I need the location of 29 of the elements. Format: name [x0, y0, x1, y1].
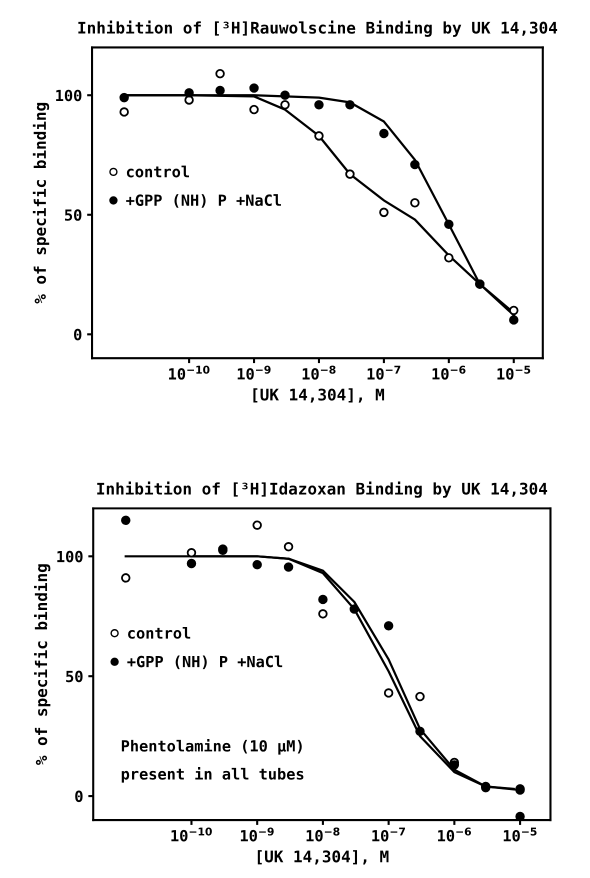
- x-tick-label: 10$^{−6}$: [432, 366, 466, 380]
- x-tick-label: 10$^{−7}$: [372, 828, 406, 842]
- legend-label: +GPP (NH) P +NaCl: [126, 194, 281, 208]
- x-tick-label: 10$^{−7}$: [368, 366, 400, 380]
- x-tick-label: 10$^{−6}$: [438, 827, 472, 842]
- y-tick-label: 0: [74, 328, 82, 340]
- y-tick-label: 100: [56, 90, 82, 102]
- chart-title: Inhibition of [³H]Idazoxan Binding by UK 14,304: [97, 481, 548, 498]
- x-axis-title: [UK 14,304], M: [258, 850, 388, 864]
- x-tick-label: 10$^{−8}$: [306, 827, 340, 842]
- y-tick-label: 50: [66, 670, 83, 682]
- y-axis-title: % of specific binding: [32, 102, 50, 304]
- x-tick-label: 10$^{−9}$: [238, 366, 271, 380]
- x-tick-label: 10$^{−8}$: [302, 366, 336, 380]
- y-tick-label: 50: [64, 209, 82, 221]
- legend-label: +GPP (NH) P +NaCl: [127, 655, 282, 670]
- x-tick-label: 10$^{−9}$: [240, 827, 274, 842]
- y-tick-label: 100: [57, 550, 83, 562]
- x-tick-label: 10$^{−5}$: [504, 828, 537, 842]
- y-tick-label: 0: [75, 790, 83, 802]
- y-axis-title: % of specific binding: [34, 564, 50, 765]
- x-tick-label: 10$^{−5}$: [497, 366, 530, 380]
- legend-label: control: [126, 166, 189, 178]
- x-axis-title: [UK 14,304], M: [253, 388, 384, 403]
- annotation: Phentolamine (10 µM) present in all tubes: [122, 739, 304, 783]
- legend-label: control: [128, 626, 190, 639]
- x-tick-label: 10$^{−10}$: [169, 366, 210, 380]
- x-tick-label: 10$^{−10}$: [171, 827, 212, 842]
- chart-title: Inhibition of [³H]Rauwolscine Binding by UK 14,304: [78, 20, 558, 37]
